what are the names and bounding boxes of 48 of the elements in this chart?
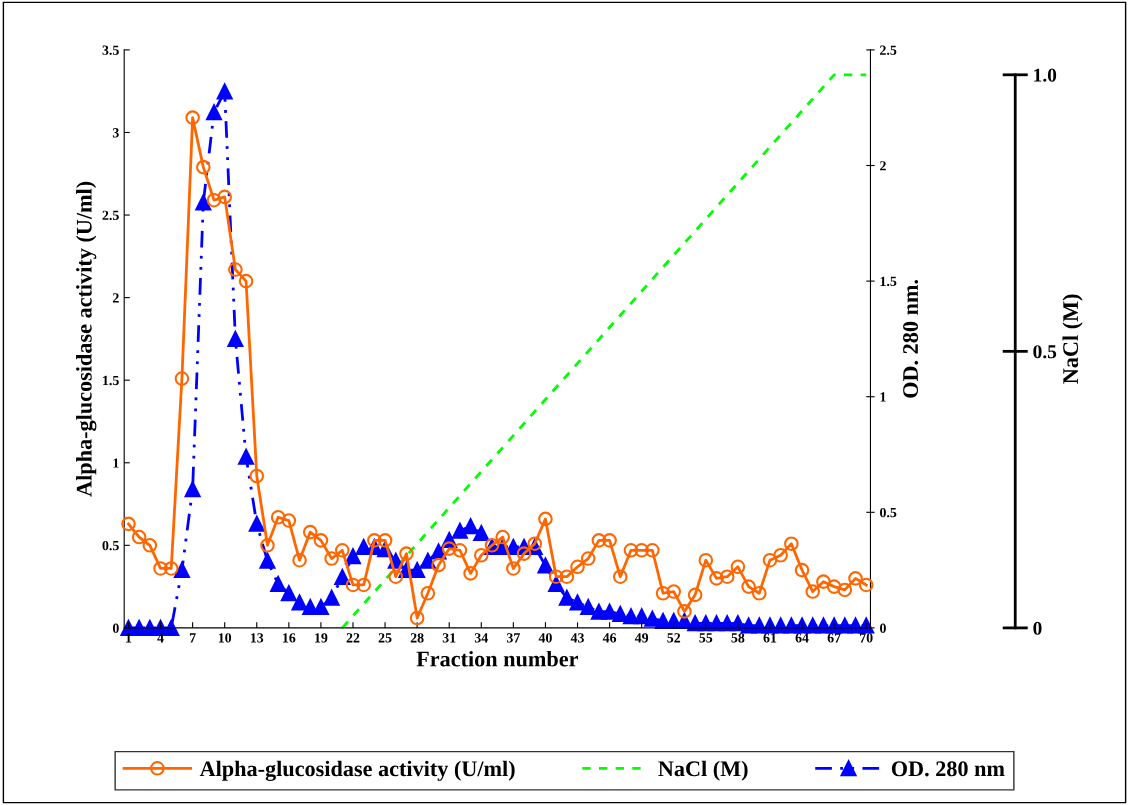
y-axis-title: Alpha-glucosidase activity (U/ml): [76, 181, 97, 497]
legend-label: NaCl (M): [658, 760, 748, 781]
x-tick-label: 28: [410, 633, 424, 643]
y2-tick-label: 0: [880, 623, 886, 633]
x-tick-label: 52: [667, 633, 681, 643]
x-axis-title: Fraction number: [416, 650, 579, 667]
y2-tick-label: 0.5: [880, 507, 897, 518]
x-tick-label: 61: [763, 633, 777, 643]
y3-tick-label: 0: [1033, 621, 1042, 635]
x-tick-label: 31: [442, 633, 456, 643]
y2-tick-label: 2.5: [880, 45, 897, 55]
x-tick-label: 7: [189, 633, 196, 643]
x-tick-label: 46: [602, 633, 617, 643]
y3-axis-title: NaCl (M): [1062, 294, 1083, 384]
x-tick-label: 19: [315, 633, 328, 643]
x-tick-label: 40: [538, 633, 552, 643]
x-tick-label: 55: [699, 633, 713, 643]
y2-tick-label: 1: [880, 392, 886, 402]
x-tick-label: 10: [218, 633, 232, 643]
x-tick-label: 34: [474, 633, 488, 643]
y2-axis-title: OD. 280 nm.: [903, 280, 919, 398]
y-tick-label: 1.5: [103, 375, 119, 386]
y-tick-label: 0: [112, 623, 119, 633]
x-tick-label: 22: [346, 633, 360, 643]
x-tick-label: 67: [827, 633, 841, 643]
y-tick-label: 2: [112, 293, 119, 303]
x-tick-label: 4: [157, 633, 164, 643]
y2-tick-label: 2: [880, 161, 886, 171]
x-tick-label: 70: [860, 633, 873, 643]
x-tick-label: 49: [634, 633, 649, 643]
x-tick-label: 64: [795, 633, 809, 643]
legend-label: OD. 280 nm: [891, 761, 1005, 777]
y3-tick-label: 1.0: [1034, 68, 1057, 82]
y-tick-label: 3: [112, 128, 119, 138]
x-tick-label: 1: [126, 633, 132, 643]
y-tick-label: 1: [113, 458, 119, 468]
x-tick-label: 13: [250, 633, 264, 643]
y-tick-label: 2.5: [102, 210, 119, 221]
y3-tick-label: 0.5: [1033, 345, 1057, 359]
x-tick-label: 43: [570, 633, 584, 643]
y2-tick-label: 1.5: [880, 276, 897, 287]
legend-label: Alpha-glucosidase activity (U/ml): [199, 760, 515, 781]
x-tick-label: 37: [506, 633, 520, 643]
x-tick-label: 25: [378, 633, 392, 643]
y-tick-label: 3.5: [102, 45, 119, 55]
x-tick-label: 16: [283, 633, 296, 643]
y-tick-label: 0.5: [102, 540, 119, 551]
x-tick-label: 58: [731, 633, 745, 643]
